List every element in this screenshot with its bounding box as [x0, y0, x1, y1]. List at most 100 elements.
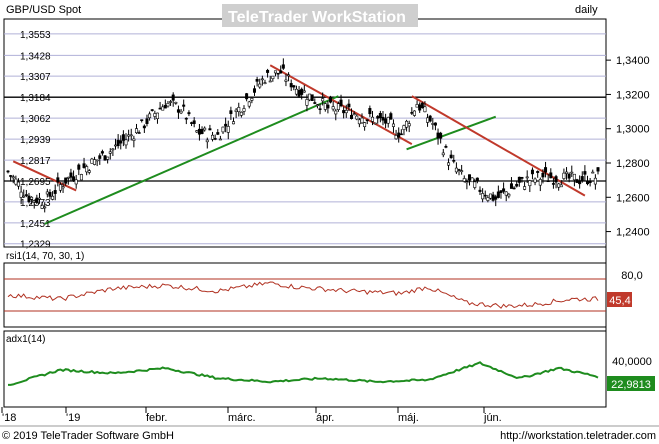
- candle-body: [205, 139, 209, 143]
- candle-body: [134, 128, 138, 134]
- candle-body: [132, 138, 136, 141]
- candle-body: [90, 158, 94, 164]
- candle-body: [153, 113, 157, 117]
- candle-body: [559, 184, 563, 188]
- candle-body: [53, 190, 57, 194]
- candle-body: [169, 101, 173, 103]
- candle-body: [360, 117, 364, 124]
- candle-body: [389, 113, 393, 120]
- candle-body: [420, 102, 424, 108]
- x-tick-label: jún.: [483, 412, 502, 424]
- candle-body: [85, 166, 89, 173]
- candle-body: [208, 128, 212, 131]
- candle-body: [315, 104, 319, 106]
- candle-body: [386, 116, 390, 124]
- candle-body: [549, 172, 553, 179]
- candle-body: [279, 70, 283, 74]
- candle-body: [509, 183, 513, 189]
- left-tick-label: 1,2451: [20, 219, 51, 230]
- x-tick-label: febr.: [146, 412, 167, 424]
- candle-body: [452, 160, 456, 162]
- candle-body: [530, 169, 534, 175]
- candle-body: [347, 103, 351, 108]
- candle-body: [578, 180, 582, 185]
- adx-value: 22,9813: [611, 379, 651, 391]
- candle-body: [287, 74, 291, 77]
- candle-body: [412, 110, 416, 116]
- candle-body: [273, 70, 277, 74]
- candle-body: [64, 177, 68, 184]
- candle-body: [336, 103, 340, 110]
- candle-body: [504, 191, 508, 196]
- candle-body: [51, 195, 55, 200]
- candle-body: [572, 173, 576, 181]
- candle-body: [289, 83, 293, 88]
- rsi-series: [4, 278, 606, 312]
- candle-body: [323, 103, 327, 110]
- adx-value-box: [607, 376, 655, 391]
- candle-body: [494, 196, 498, 200]
- candle-body: [402, 125, 406, 130]
- candle-body: [428, 115, 432, 122]
- candle-body: [475, 177, 479, 182]
- candle-body: [488, 193, 492, 199]
- candle-body: [182, 104, 186, 107]
- candle-body: [378, 113, 382, 119]
- candle-body: [148, 113, 152, 119]
- x-tick-label: '18: [2, 412, 16, 424]
- candle-body: [203, 127, 207, 131]
- candle-body: [142, 125, 146, 129]
- candle-body: [329, 97, 333, 103]
- candle-body: [381, 116, 385, 121]
- adx-panel: [3, 330, 607, 408]
- adx-series: [8, 361, 599, 386]
- candle-body: [43, 206, 47, 209]
- candle-body: [45, 191, 49, 195]
- candle-body: [226, 126, 230, 133]
- candle-body: [580, 176, 584, 182]
- candle-body: [127, 134, 131, 137]
- candle-body: [326, 104, 330, 109]
- candle-body: [551, 183, 555, 185]
- candle-body: [250, 98, 254, 101]
- candle-body: [407, 123, 411, 127]
- candle-body: [365, 119, 369, 122]
- candle-body: [457, 169, 461, 171]
- candle-body: [318, 108, 322, 110]
- candle-body: [313, 102, 317, 104]
- candle-body: [281, 64, 285, 69]
- candle-body: [95, 159, 99, 162]
- candle-body: [190, 122, 194, 124]
- candle-body: [512, 187, 516, 190]
- candle-body: [562, 172, 566, 179]
- candle-body: [247, 101, 251, 107]
- candle-body: [179, 110, 183, 114]
- candle-body: [184, 117, 188, 120]
- candle-body: [106, 156, 110, 160]
- left-tick-label: 1,3553: [20, 30, 51, 41]
- candle-body: [533, 178, 537, 183]
- candle-body: [258, 83, 262, 88]
- candle-body: [200, 129, 204, 134]
- candle-body: [397, 132, 401, 138]
- candle-body: [166, 103, 170, 107]
- x-tick-label: ápr.: [316, 412, 334, 424]
- uptrend-line: [406, 115, 497, 151]
- candle-body: [221, 126, 225, 133]
- left-tick-label: 1,2695: [20, 177, 51, 188]
- candle-body: [321, 98, 325, 102]
- candle-body: [370, 116, 374, 122]
- candle-body: [294, 88, 298, 95]
- price-panel: [3, 18, 607, 248]
- candle-body: [441, 152, 445, 156]
- candle-body: [22, 195, 26, 198]
- candle-body: [399, 133, 403, 136]
- candle-body: [344, 110, 348, 114]
- candle-body: [363, 122, 367, 127]
- candle-body: [546, 180, 550, 183]
- candle-body: [449, 154, 453, 159]
- rsi-value-box: [607, 292, 632, 307]
- candle-body: [176, 109, 180, 113]
- left-tick-label: 1,2329: [20, 240, 51, 251]
